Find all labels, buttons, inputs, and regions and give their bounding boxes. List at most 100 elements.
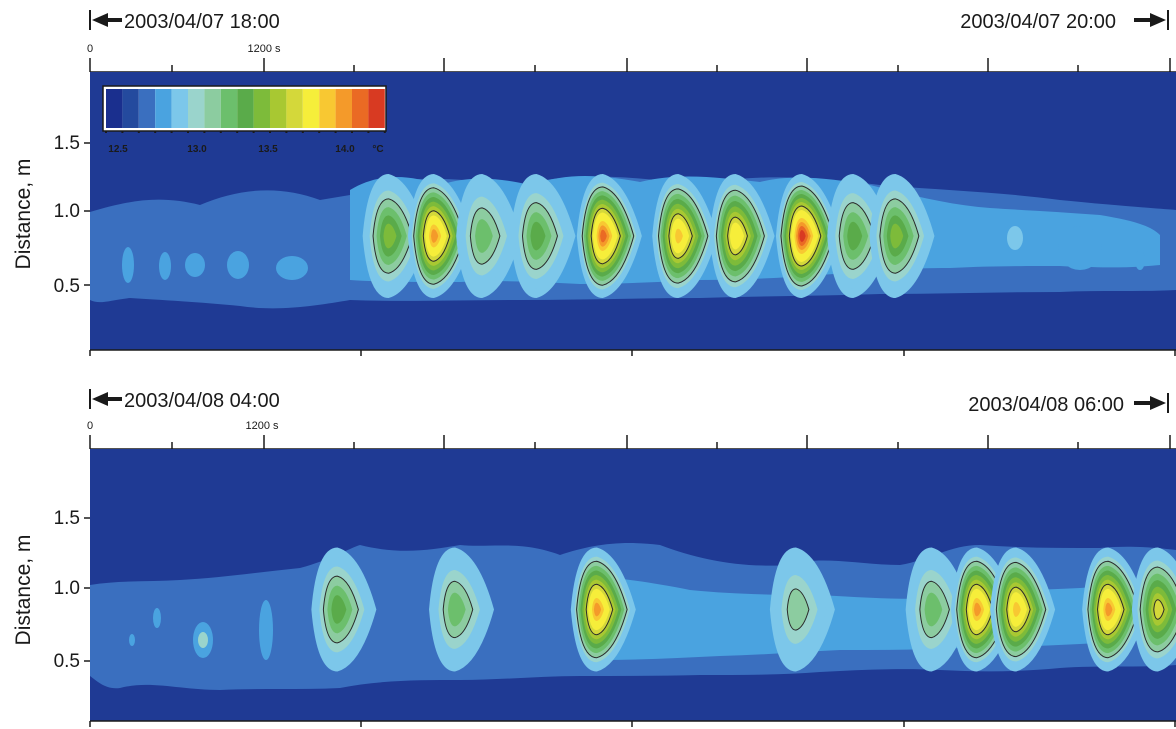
- top-speckle: [185, 253, 205, 277]
- bottom-speckle: [198, 632, 208, 648]
- colorbar-unit: °C: [372, 144, 383, 155]
- bottom-y-tick-0.5: 0.5: [54, 651, 80, 672]
- bottom-y-tick-1.5: 1.5: [54, 508, 80, 529]
- bottom-speckle: [153, 608, 161, 628]
- bottom-y-axis: 0.5 1.0 1.5 Distance, m: [12, 508, 90, 672]
- hotspot-contour: [331, 595, 347, 624]
- colorbar-tickmark: [137, 131, 140, 133]
- top-speckle: [227, 251, 249, 279]
- top-top-ticks: [89, 58, 1176, 73]
- colorbar-tick-13.5: 13.5: [258, 144, 278, 155]
- hotspot-contour: [431, 229, 439, 243]
- bottom-hotspot-layer: [311, 547, 1176, 672]
- hotspot-contour: [447, 592, 466, 627]
- top-y-axis-label: Distance, m: [12, 159, 35, 270]
- bottom-start-arrow-icon: [92, 392, 122, 406]
- bottom-top-ticks: [89, 435, 1176, 450]
- colorbar-cells: [105, 89, 386, 133]
- bottom-speckle: [129, 634, 135, 646]
- top-tick-label-1200: 1200 s: [247, 43, 281, 55]
- top-start-arrow-icon: [92, 13, 122, 27]
- hotspot-contour: [847, 221, 863, 251]
- colorbar-cell: [188, 89, 205, 128]
- hotspot-contour: [593, 602, 602, 617]
- hotspot-contour: [1153, 599, 1165, 620]
- colorbar-cell: [106, 89, 123, 128]
- colorbar-tick-13.0: 13.0: [187, 144, 207, 155]
- bottom-tick-label-1200: 1200 s: [245, 420, 279, 432]
- bottom-speckle: [129, 600, 273, 660]
- hotspot-contour: [530, 221, 546, 251]
- bottom-y-tick-1.0: 1.0: [54, 578, 80, 599]
- colorbar-cell: [335, 89, 352, 128]
- hotspot-contour: [383, 223, 397, 249]
- hotspot-contour: [675, 228, 683, 244]
- colorbar-tickmark: [105, 131, 107, 133]
- hotspot-contour: [600, 229, 607, 243]
- bottom-contour-field: [90, 543, 1176, 690]
- colorbar-tickmark: [203, 131, 206, 133]
- top-time-range: 2003/04/07 18:00 2003/04/07 20:00: [89, 10, 1169, 33]
- colorbar-tickmark: [351, 131, 353, 133]
- top-speckle: [1058, 226, 1102, 270]
- top-tick-label-0: 0: [87, 43, 93, 55]
- hotspot-contour: [1012, 602, 1021, 617]
- colorbar-cell: [368, 89, 385, 128]
- colorbar: 12.5 13.0 13.5 14.0 °C: [102, 85, 387, 155]
- colorbar-tickmark: [187, 131, 189, 133]
- top-bottom-axis: [89, 349, 1176, 356]
- hotspot-contour: [924, 592, 943, 627]
- top-y-tick-1.5: 1.5: [54, 133, 80, 154]
- top-y-tick-0.5: 0.5: [54, 276, 80, 297]
- top-contour-field: [90, 174, 1176, 309]
- colorbar-tickmark: [334, 131, 337, 133]
- colorbar-cell: [253, 89, 270, 128]
- colorbar-cell: [204, 89, 221, 128]
- colorbar-cell: [270, 89, 287, 128]
- colorbar-tickmark: [121, 131, 124, 133]
- top-speckle: [1135, 250, 1145, 270]
- colorbar-tickmark: [383, 131, 386, 133]
- hotspot-contour: [475, 219, 493, 253]
- colorbar-tickmark: [154, 131, 157, 133]
- top-y-axis: 0.5 1.0 1.5 Distance, m: [12, 133, 90, 297]
- top-panel: 2003/04/07 18:00 2003/04/07 20:00 0 1200…: [12, 10, 1176, 356]
- bottom-tick-label-0: 0: [87, 420, 93, 432]
- colorbar-cell: [220, 89, 238, 128]
- bottom-speckle: [259, 600, 273, 660]
- colorbar-cell: [352, 89, 369, 128]
- bottom-end-label: 2003/04/08 06:00: [968, 394, 1124, 416]
- colorbar-cell: [171, 89, 188, 128]
- top-left-speckle: [122, 226, 1145, 283]
- top-end-arrow-icon: [1134, 13, 1166, 27]
- colorbar-cell: [138, 89, 156, 128]
- colorbar-cell: [122, 89, 139, 128]
- top-hotspot-layer: [362, 174, 935, 299]
- top-end-label: 2003/04/07 20:00: [960, 11, 1116, 33]
- top-speckle: [122, 247, 134, 283]
- colorbar-tick-14.0: 14.0: [335, 144, 355, 155]
- colorbar-tick-12.5: 12.5: [108, 144, 128, 155]
- colorbar-cell: [302, 89, 320, 128]
- bottom-time-range: 2003/04/08 04:00 2003/04/08 06:00: [89, 389, 1169, 416]
- bottom-y-axis-label: Distance, m: [12, 535, 35, 646]
- top-speckle: [159, 252, 171, 280]
- colorbar-tickmark: [170, 131, 173, 133]
- bottom-bottom-axis: [89, 720, 1176, 727]
- hotspot-contour: [1105, 602, 1113, 617]
- bottom-start-label: 2003/04/08 04:00: [124, 390, 280, 412]
- colorbar-cell: [319, 89, 336, 128]
- bottom-end-arrow-icon: [1134, 396, 1166, 410]
- colorbar-tickmark: [285, 131, 288, 133]
- colorbar-cell: [286, 89, 303, 128]
- colorbar-cell: [155, 89, 172, 128]
- top-speckle: [276, 256, 308, 280]
- top-start-label: 2003/04/07 18:00: [124, 11, 280, 33]
- colorbar-tickmark: [252, 131, 255, 133]
- hotspot-contour: [799, 230, 806, 243]
- colorbar-tickmark: [236, 131, 239, 133]
- hotspot-contour: [786, 588, 810, 631]
- colorbar-tickmark: [269, 131, 271, 133]
- top-y-tick-1.0: 1.0: [54, 201, 80, 222]
